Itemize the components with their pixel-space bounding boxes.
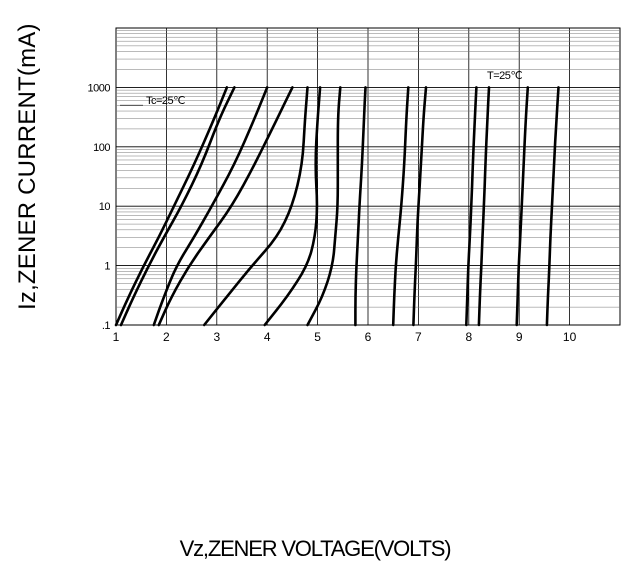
- series-line-11: [465, 86, 478, 327]
- series-line-7: [306, 86, 342, 327]
- x-axis-label: Vz,ZENER VOLTAGE(VOLTS): [179, 536, 452, 561]
- series-line-13: [515, 86, 530, 327]
- x-tick-label: 6: [365, 330, 372, 344]
- series-line-10: [412, 86, 428, 327]
- series-line-1: [114, 86, 229, 327]
- y-axis-label: Iz,ZENER CURRENT(mA): [14, 23, 41, 310]
- series-line-3: [152, 86, 269, 327]
- x-tick-label: 10: [563, 330, 577, 344]
- x-tick-label: 4: [264, 330, 271, 344]
- x-tick-label: 2: [163, 330, 170, 344]
- series-group: [114, 86, 560, 327]
- x-tick-label: 1: [113, 330, 120, 344]
- series-line-6: [263, 86, 322, 327]
- grid-lines: [115, 27, 621, 326]
- series-line-2: [119, 86, 236, 327]
- series-line-8: [354, 86, 367, 327]
- annotation-t: T=25℃: [487, 70, 522, 82]
- y-tick-label: .1: [102, 320, 111, 332]
- series-line-4: [157, 86, 294, 327]
- x-tick-label: 8: [465, 330, 472, 344]
- x-tick-label: 3: [213, 330, 220, 344]
- series-line-5: [202, 86, 309, 327]
- annotations: Tc=25℃ T=25℃: [120, 70, 523, 107]
- series-line-9: [391, 86, 410, 327]
- x-tick-label: 7: [415, 330, 422, 344]
- x-tick-label: 5: [314, 330, 321, 344]
- annotation-tc: Tc=25℃: [146, 95, 185, 107]
- y-tick-label: 100: [93, 142, 110, 154]
- y-tick-label: 10: [99, 201, 111, 213]
- series-line-12: [477, 86, 491, 327]
- y-tick-label: 1000: [88, 82, 111, 94]
- y-tick-label: 1: [104, 261, 110, 273]
- x-tick-label: 9: [516, 330, 523, 344]
- series-line-14: [545, 86, 560, 327]
